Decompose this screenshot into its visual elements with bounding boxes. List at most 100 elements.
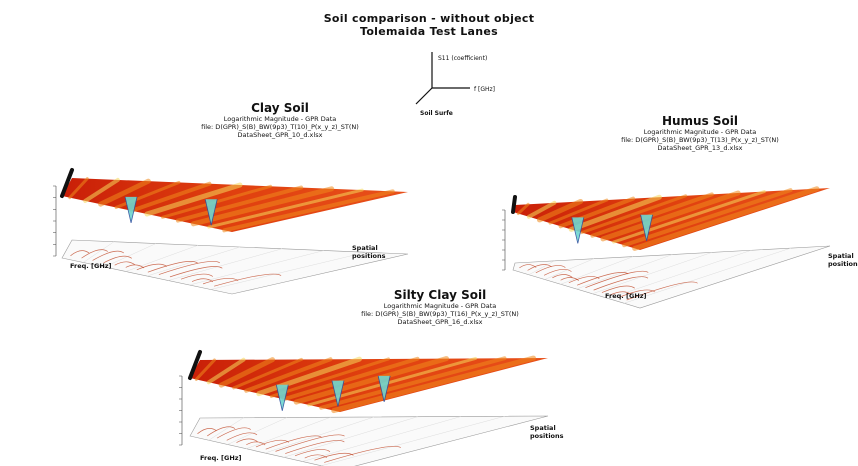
surface-ridge [632,186,820,251]
x-axis-label: Freq. [GHz] [200,454,242,462]
contour-line [169,266,223,278]
x-axis-label: Freq. [GHz] [70,262,112,270]
contour-line [601,285,635,293]
surface-ridge [83,177,120,203]
floor-grid-line [302,416,462,462]
floor-grid-line [210,252,367,290]
y-axis-label-part: positions [530,432,564,440]
floor-plane [189,415,549,466]
surface-ridge [190,186,335,227]
floor-grid-line [624,247,791,304]
humus-soil-subtitle-2: file: D(GPR)_S(B)_BW(9p3)_T(13)_P(x_y_z)… [621,136,779,144]
surface-ridge [331,355,536,414]
clay-soil-surface-plot: Freq. [GHz] Spatial positions [53,168,409,295]
contour-line [207,426,236,437]
contour-line [275,434,345,452]
surface-ridge [232,357,303,390]
surface-edge [188,350,202,380]
floor-grid-line [125,245,199,272]
surface-ridge [580,194,688,235]
clay-soil-subtitle-1: Logarithmic Magnitude - GPR Data [223,115,337,123]
surface-ridge [516,202,530,216]
clay-soil-header: Clay Soil Logarithmic Magnitude - GPR Da… [150,101,410,139]
surface-ridge [207,188,364,229]
clay-soil-subtitle-3: DataSheet_GPR_10_d.xlsx [237,131,323,139]
floor-grid-line [321,416,505,466]
contour-line [585,270,649,288]
contour-line [324,445,401,463]
silty-clay-soil-subtitle-2: file: D(GPR)_S(B)_BW(9p3)_T(16)_P(x_y_z)… [361,310,519,318]
surface-ridge [612,190,766,244]
surface-ridge [548,198,609,225]
surface-edge [60,168,74,198]
contour-line [618,289,656,298]
silty-clay-soil-header: Silty Clay Soil Logarithmic Magnitude - … [320,288,560,326]
contour-line [577,272,629,286]
floor-grid-line [283,416,418,458]
contour-line [180,273,214,280]
contour-line [285,440,345,454]
humus-soil-subtitle-1: Logarithmic Magnitude - GPR Data [643,128,757,136]
surface-dip [640,214,653,241]
contour-line [236,438,258,443]
contour-line [535,265,566,274]
silty-clay-soil-subtitle-3: DataSheet_GPR_16_d.xlsx [397,318,483,326]
floor-grid-line [246,417,331,449]
surface-ridge [256,356,362,397]
floor-grid-line [608,250,752,299]
floor-grid-line [83,241,115,263]
surface-ridge [206,357,246,385]
surface-ridge [129,181,212,213]
floor-grid-line [528,260,555,275]
contour-line [147,261,198,273]
contour-line [81,249,108,259]
contour-line [216,427,251,439]
surface-dip [377,375,391,402]
floor-grid-line [264,416,375,454]
contour-line [158,260,220,275]
y-axis-label-part: Spatial [530,424,556,432]
surface-dip [204,199,218,226]
contour-line [214,273,282,287]
humus-soil-title: Humus Soil [661,114,739,128]
floor-grid-line [168,248,283,281]
surface-ridge [218,357,275,388]
contour-line [543,268,572,276]
surface-ridge [536,198,584,223]
humus-soil-subtitle-3: DataSheet_GPR_13_d.xlsx [657,144,743,152]
surface-ridge [293,356,449,405]
surface-ridge [222,189,395,233]
figure-title-line2: Tolemaida Test Lanes [359,25,499,38]
figure-title-line1: Soil comparison - without object [323,12,535,25]
contour-line [202,277,239,285]
floor-grid-line [576,254,673,290]
contour-line [103,255,132,264]
surface-ridge [526,200,557,219]
clay-soil-subtitle-2: file: D(GPR)_S(B)_BW(9p3)_T(10)_P(x_y_z)… [201,123,359,131]
contour-line [626,281,698,301]
silty-clay-soil-surface-plot: Freq. [GHz] Spatial positions [179,350,564,466]
floor-plane [61,239,409,295]
contour-line [265,435,322,450]
floor-grid-line [189,250,325,286]
contour-line [125,264,145,269]
surface-ridge [319,356,507,410]
contour-line [114,261,135,266]
surface-ridge [175,185,304,223]
y-axis-label-part: Spatial [828,252,854,260]
surface-ridge [194,358,216,381]
silty-clay-soil-subtitle-1: Logarithmic Magnitude - GPR Data [383,302,497,310]
surface-dip [331,380,345,407]
floor-grid-line [104,243,157,268]
x-axis-label: Freq. [GHz] [605,292,647,300]
floor-grid-line [560,256,634,285]
surface-ridge [622,188,793,248]
floor-grid-line [592,252,712,294]
clay-soil-title: Clay Soil [251,101,309,115]
surface-dip [124,196,138,223]
surface-ridge [68,177,89,200]
